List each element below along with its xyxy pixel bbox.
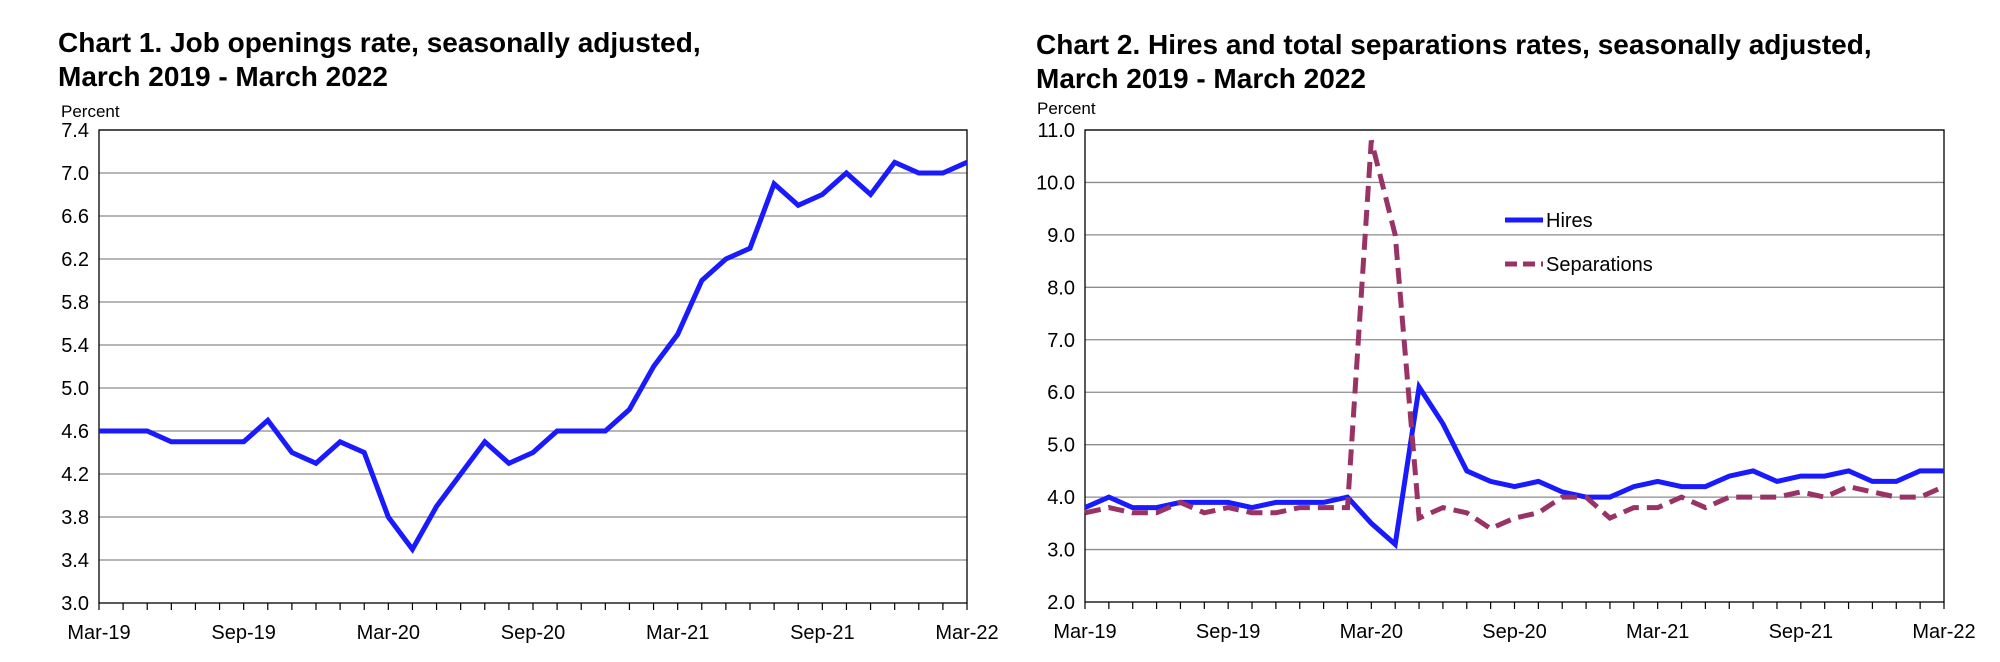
chart-1-y-tick-label: 4.6 [61, 421, 89, 443]
chart-1-x-tick-label: Mar-20 [357, 622, 420, 644]
chart-1-x-tick-label: Mar-19 [67, 622, 130, 644]
chart-1-x-tick-label: Sep-20 [501, 622, 566, 644]
chart-1-y-tick-label: 3.8 [61, 507, 89, 529]
chart-1-title-line-1: Chart 1. Job openings rate, seasonally a… [58, 27, 701, 58]
chart-1-x-tick-label: Sep-19 [211, 622, 276, 644]
chart-1-y-tick-label: 4.2 [61, 464, 89, 486]
chart-1-y-tick-label: 3.0 [61, 593, 89, 615]
chart-2-y-tick-label: 2.0 [1047, 592, 1075, 614]
chart-1-plot-frame [98, 129, 968, 604]
chart-2-x-tick-label: Mar-19 [1053, 621, 1116, 643]
chart-1-y-tick-label: 7.0 [61, 163, 89, 185]
chart-1-series-0-line [99, 159, 969, 554]
chart-2-separations-line [1084, 139, 1946, 532]
chart-2-y-tick-label: 7.0 [1047, 330, 1075, 352]
legend-hires-label: Hires [1546, 210, 1593, 232]
chart-1-title-line-2: March 2019 - March 2022 [58, 61, 388, 92]
chart-2-y-tick-label: 8.0 [1047, 277, 1075, 299]
chart-2-plot-frame [1084, 129, 1945, 603]
chart-2-x-tick-label: Mar-21 [1626, 621, 1689, 643]
chart-2-y-tick-label: 9.0 [1047, 225, 1075, 247]
chart-2-hires-line [1083, 380, 1944, 550]
legend-separations-label: Separations [1546, 254, 1653, 276]
chart-2-x-tick-label: Sep-20 [1482, 621, 1547, 643]
chart-2-y-tick-label: 5.0 [1047, 435, 1075, 457]
chart-2-x-tick-label: Sep-19 [1196, 621, 1261, 643]
chart-1-y-axis-label: Percent [61, 102, 120, 121]
chart-1-panel: Chart 1. Job openings rate, seasonally a… [58, 26, 999, 644]
chart-1-x-tick-label: Sep-21 [790, 622, 855, 644]
chart-2-x-tick-label: Mar-20 [1340, 621, 1403, 643]
chart-2-title: Chart 2. Hires and total separations rat… [1036, 28, 1872, 96]
chart-1-y-tick-label: 6.6 [61, 206, 89, 228]
chart-2-y-tick-label: 3.0 [1047, 540, 1075, 562]
chart-1-y-tick-label: 3.4 [61, 550, 89, 572]
chart-2-x-tick-label: Sep-21 [1769, 621, 1834, 643]
chart-1-title: Chart 1. Job openings rate, seasonally a… [58, 26, 701, 94]
chart-2-title-line-1: Chart 2. Hires and total separations rat… [1036, 29, 1872, 60]
chart-2-plot: Percent 2.0 3.0 4.0 5.0 6.0 7.0 8.0 9.0 10.0 11.0 M… [1036, 99, 1976, 643]
chart-2-title-line-2: March 2019 - March 2022 [1036, 63, 1366, 94]
chart-2-panel: Chart 2. Hires and total separations rat… [1000, 0, 2000, 662]
chart-2-y-tick-label: 6.0 [1047, 382, 1075, 404]
chart-1-y-tick-label: 6.2 [61, 249, 89, 271]
chart-2-y-axis-label: Percent [1037, 99, 1096, 118]
chart-2-y-tick-label: 4.0 [1047, 487, 1075, 509]
chart-1-y-tick-label: 5.4 [61, 335, 89, 357]
chart-1-x-tick-label: Mar-21 [646, 622, 709, 644]
chart-2-y-tick-label: 11.0 [1038, 120, 1075, 142]
chart-2-y-tick-label: 10.0 [1036, 172, 1075, 194]
chart-1-x-tick-label: Mar-22 [935, 622, 998, 644]
chart-1-plot: Percent 3.0 3.4 3.8 4.2 4.6 5.0 5.4 5.8 6.2 6.6 7.0… [61, 102, 999, 644]
chart-2-x-tick-label: Mar-22 [1912, 621, 1975, 643]
chart-1-y-tick-label: 5.0 [61, 378, 89, 400]
chart-1-y-tick-label: 5.8 [61, 292, 89, 314]
chart-1-y-tick-label: 7.4 [61, 120, 89, 142]
